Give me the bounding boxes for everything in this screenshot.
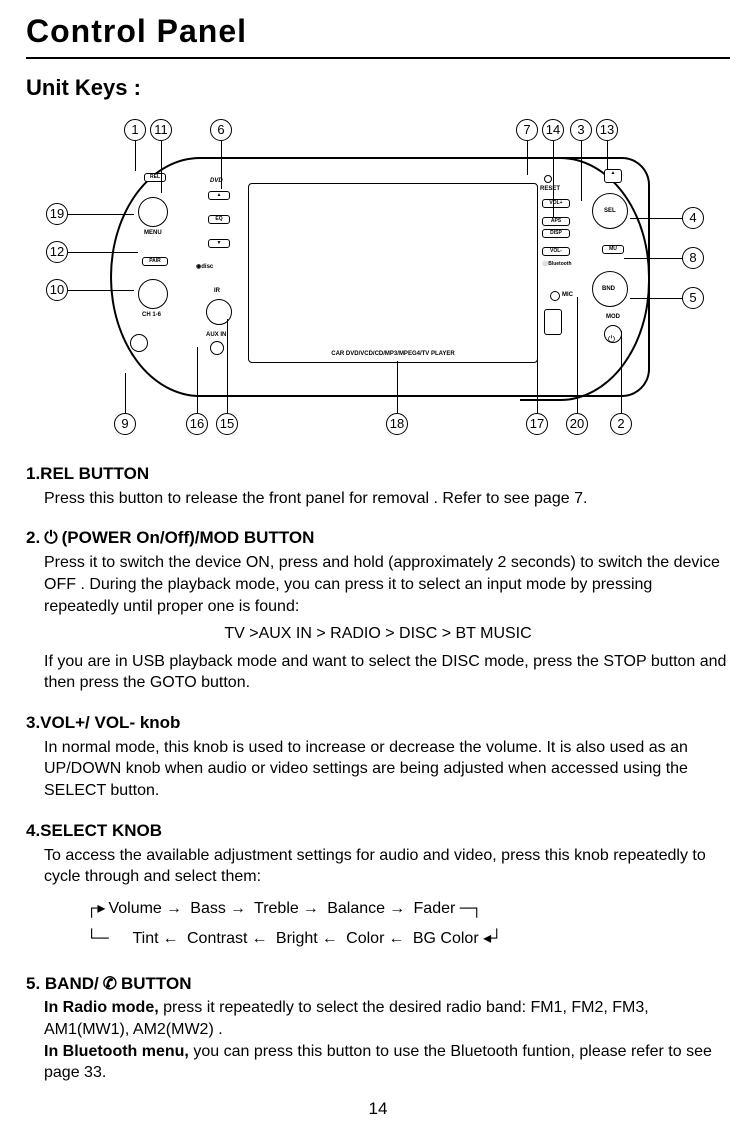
volp-button: VOL+ xyxy=(542,199,570,208)
ir-sensor xyxy=(206,299,232,325)
callout-11: 11 xyxy=(150,119,172,141)
mic-label: MIC xyxy=(562,291,573,299)
callout-18: 18 xyxy=(386,413,408,435)
callout-12: 12 xyxy=(46,241,68,263)
pair-button: PAIR xyxy=(142,257,168,266)
section-4: 4.SELECT KNOB To access the available ad… xyxy=(26,820,730,955)
callout-20: 20 xyxy=(566,413,588,435)
section-3-body: In normal mode, this knob is used to inc… xyxy=(26,737,730,802)
callout-8: 8 xyxy=(682,247,704,269)
callout-3: 3 xyxy=(570,119,592,141)
callout-5: 5 xyxy=(682,287,704,309)
callout-16: 16 xyxy=(186,413,208,435)
bluetooth-label: ⚪Bluetooth xyxy=(542,261,572,268)
headphone-icon xyxy=(130,334,148,352)
callout-10: 10 xyxy=(46,279,68,301)
section-2-head: 2. ⏻ (POWER On/Off)/MOD BUTTON xyxy=(26,527,730,550)
bnd-label: BND xyxy=(602,285,615,293)
volm-button: VOL- xyxy=(542,247,570,256)
callout-14: 14 xyxy=(542,119,564,141)
sel-label: SEL xyxy=(604,207,616,215)
mu-button: MU xyxy=(602,245,624,254)
callout-2: 2 xyxy=(610,413,632,435)
callout-13: 13 xyxy=(596,119,618,141)
v-button: ▼ xyxy=(208,239,230,248)
section-1-body: Press this button to release the front p… xyxy=(26,488,730,510)
section-2-body1: Press it to switch the device ON, press … xyxy=(26,552,730,617)
section-4-body: To access the available adjustment setti… xyxy=(26,845,730,888)
reset-label: RESET xyxy=(540,185,560,193)
section-5-body1: In Radio mode, press it repeatedly to se… xyxy=(26,997,730,1040)
power-icon: ⏻ xyxy=(44,527,57,550)
callout-17: 17 xyxy=(526,413,548,435)
auxin-jack xyxy=(210,341,224,355)
aps-button: APS xyxy=(542,217,570,226)
section-2-seq: TV >AUX IN > RADIO > DISC > BT MUSIC xyxy=(26,623,730,645)
page-title: Control Panel xyxy=(26,10,730,59)
rel-button: REL xyxy=(144,173,166,182)
ch-label: CH 1-6 xyxy=(142,311,161,319)
menu-label: MENU xyxy=(144,229,162,237)
lcd-screen: CAR DVD/VCD/CD/MP3/MPEG4/TV PLAYER xyxy=(248,183,538,363)
section-2: 2. ⏻ (POWER On/Off)/MOD BUTTON Press it … xyxy=(26,527,730,694)
panel-outline: CAR DVD/VCD/CD/MP3/MPEG4/TV PLAYER REL M… xyxy=(110,157,650,397)
callout-4: 4 xyxy=(682,207,704,229)
reset-hole xyxy=(544,175,552,183)
section-3: 3.VOL+/ VOL- knob In normal mode, this k… xyxy=(26,712,730,802)
menu-dpad xyxy=(138,197,168,227)
screen-label: CAR DVD/VCD/CD/MP3/MPEG4/TV PLAYER xyxy=(249,350,537,358)
disc-logo: ◉disc xyxy=(196,263,213,271)
section-5-head: 5. BAND/ ✆ BUTTON xyxy=(26,973,730,996)
section-4-head: 4.SELECT KNOB xyxy=(26,820,730,843)
callout-1: 1 xyxy=(124,119,146,141)
callout-7: 7 xyxy=(516,119,538,141)
section-1-head: 1.REL BUTTON xyxy=(26,463,730,486)
power-button: ⏻ xyxy=(604,325,622,343)
a-button: ▲ xyxy=(208,191,230,200)
eq-button: EQ xyxy=(208,215,230,224)
usb-port xyxy=(544,309,562,335)
callout-6: 6 xyxy=(210,119,232,141)
section-2-body2: If you are in USB playback mode and want… xyxy=(26,651,730,694)
section-5: 5. BAND/ ✆ BUTTON In Radio mode, press i… xyxy=(26,973,730,1084)
section-5-body2: In Bluetooth menu, you can press this bu… xyxy=(26,1041,730,1084)
mod-label: MOD xyxy=(606,313,620,321)
callout-9: 9 xyxy=(114,413,136,435)
auxin-label: AUX IN xyxy=(206,331,226,339)
callout-19: 19 xyxy=(46,203,68,225)
subtitle: Unit Keys : xyxy=(26,73,730,103)
disp-button: DISP xyxy=(542,229,570,238)
page-number: 14 xyxy=(26,1098,730,1121)
select-cycle: ┌▸ Volume→ Bass→ Treble→ Balance→ Fader … xyxy=(26,894,730,955)
ir-label: IR xyxy=(214,287,220,295)
callout-15: 15 xyxy=(216,413,238,435)
mic-hole xyxy=(550,291,560,301)
section-3-head: 3.VOL+/ VOL- knob xyxy=(26,712,730,735)
phone-icon: ✆ xyxy=(103,973,117,996)
unit-diagram: CAR DVD/VCD/CD/MP3/MPEG4/TV PLAYER REL M… xyxy=(38,113,718,443)
section-1: 1.REL BUTTON Press this button to releas… xyxy=(26,463,730,510)
ch-dpad xyxy=(138,279,168,309)
eject-button: ▲ xyxy=(604,169,622,183)
